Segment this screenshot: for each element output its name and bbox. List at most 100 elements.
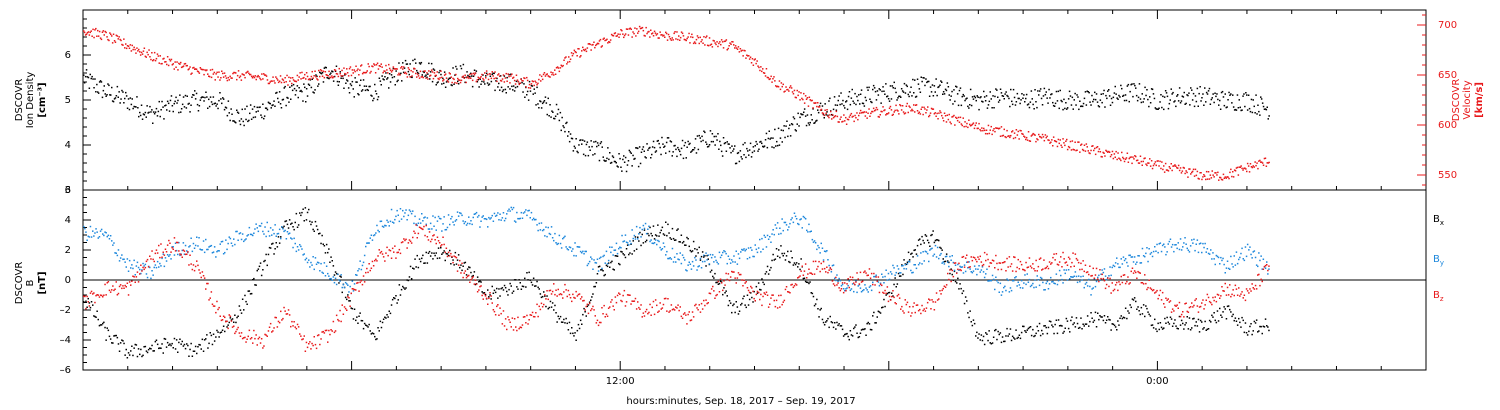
data-point <box>650 232 652 235</box>
data-point <box>837 121 839 123</box>
data-point <box>623 36 625 39</box>
data-point <box>753 255 755 258</box>
data-point <box>985 273 987 275</box>
data-point <box>722 47 725 49</box>
data-point <box>535 218 537 221</box>
data-point <box>1132 299 1135 301</box>
data-point <box>533 84 535 87</box>
data-point <box>607 147 609 149</box>
data-point <box>303 83 305 85</box>
data-point <box>495 80 497 82</box>
data-point <box>614 255 617 257</box>
data-point <box>235 330 237 333</box>
data-point <box>856 291 858 294</box>
data-point <box>166 254 169 256</box>
data-point <box>96 310 98 312</box>
data-point <box>1118 324 1120 326</box>
data-point <box>937 118 939 120</box>
data-point <box>1095 326 1098 328</box>
data-point <box>691 150 693 152</box>
data-point <box>206 69 208 71</box>
data-point <box>1155 164 1157 167</box>
data-point <box>1131 256 1134 258</box>
data-point <box>1198 178 1200 180</box>
data-point <box>786 89 788 91</box>
data-point <box>1120 315 1122 317</box>
data-point <box>526 76 528 79</box>
data-point <box>184 62 187 65</box>
data-point <box>653 238 656 240</box>
data-point <box>756 143 758 145</box>
data-point <box>391 221 394 223</box>
data-point <box>272 242 274 245</box>
data-point <box>910 86 912 88</box>
data-point <box>1152 250 1155 253</box>
data-point <box>872 107 875 110</box>
data-point <box>498 219 500 221</box>
data-point <box>1099 99 1102 101</box>
data-point <box>673 32 675 35</box>
data-point <box>162 251 164 253</box>
data-point <box>814 121 816 124</box>
data-point <box>266 264 268 267</box>
data-point <box>683 38 686 41</box>
data-point <box>317 85 319 87</box>
data-point <box>660 34 662 36</box>
data-point <box>329 76 331 79</box>
data-point <box>111 100 114 102</box>
data-point <box>1012 137 1015 140</box>
data-point <box>227 100 230 102</box>
data-point <box>163 337 166 340</box>
data-point <box>380 84 382 86</box>
data-point <box>96 231 98 233</box>
data-point <box>1230 255 1232 258</box>
data-point <box>440 73 442 76</box>
data-point <box>363 322 366 325</box>
data-point <box>494 291 497 294</box>
data-point <box>1246 162 1249 165</box>
data-point <box>142 354 144 357</box>
data-point <box>182 242 185 244</box>
data-point <box>616 252 619 255</box>
data-point <box>644 222 647 225</box>
data-point <box>527 210 529 212</box>
data-point <box>779 137 782 139</box>
data-point <box>373 63 375 65</box>
data-point <box>300 214 302 217</box>
data-point <box>501 90 504 93</box>
data-point <box>1222 173 1225 176</box>
data-point <box>1166 169 1169 171</box>
data-point <box>227 242 229 245</box>
data-point <box>407 67 410 69</box>
data-point <box>512 77 514 79</box>
data-point <box>742 249 744 251</box>
data-point <box>208 342 210 345</box>
data-point <box>899 95 901 97</box>
data-point <box>1165 322 1167 324</box>
data-point <box>443 71 446 73</box>
data-point <box>738 310 741 312</box>
data-point <box>704 260 706 263</box>
data-point <box>1192 318 1194 320</box>
data-point <box>112 33 115 35</box>
data-point <box>787 250 789 253</box>
data-point <box>369 237 371 239</box>
data-point <box>85 33 88 35</box>
data-point <box>144 263 147 266</box>
data-point <box>883 109 885 112</box>
data-point <box>978 122 980 125</box>
data-point <box>668 232 670 234</box>
data-point <box>695 152 698 154</box>
data-point <box>761 142 763 145</box>
data-point <box>1076 94 1078 96</box>
data-point <box>645 26 647 29</box>
data-point <box>137 348 140 350</box>
data-point <box>406 63 409 65</box>
data-point <box>84 34 87 36</box>
data-point <box>729 42 731 44</box>
data-point <box>139 114 142 117</box>
data-point <box>123 38 125 40</box>
data-point <box>744 250 746 252</box>
data-point <box>1186 316 1188 318</box>
